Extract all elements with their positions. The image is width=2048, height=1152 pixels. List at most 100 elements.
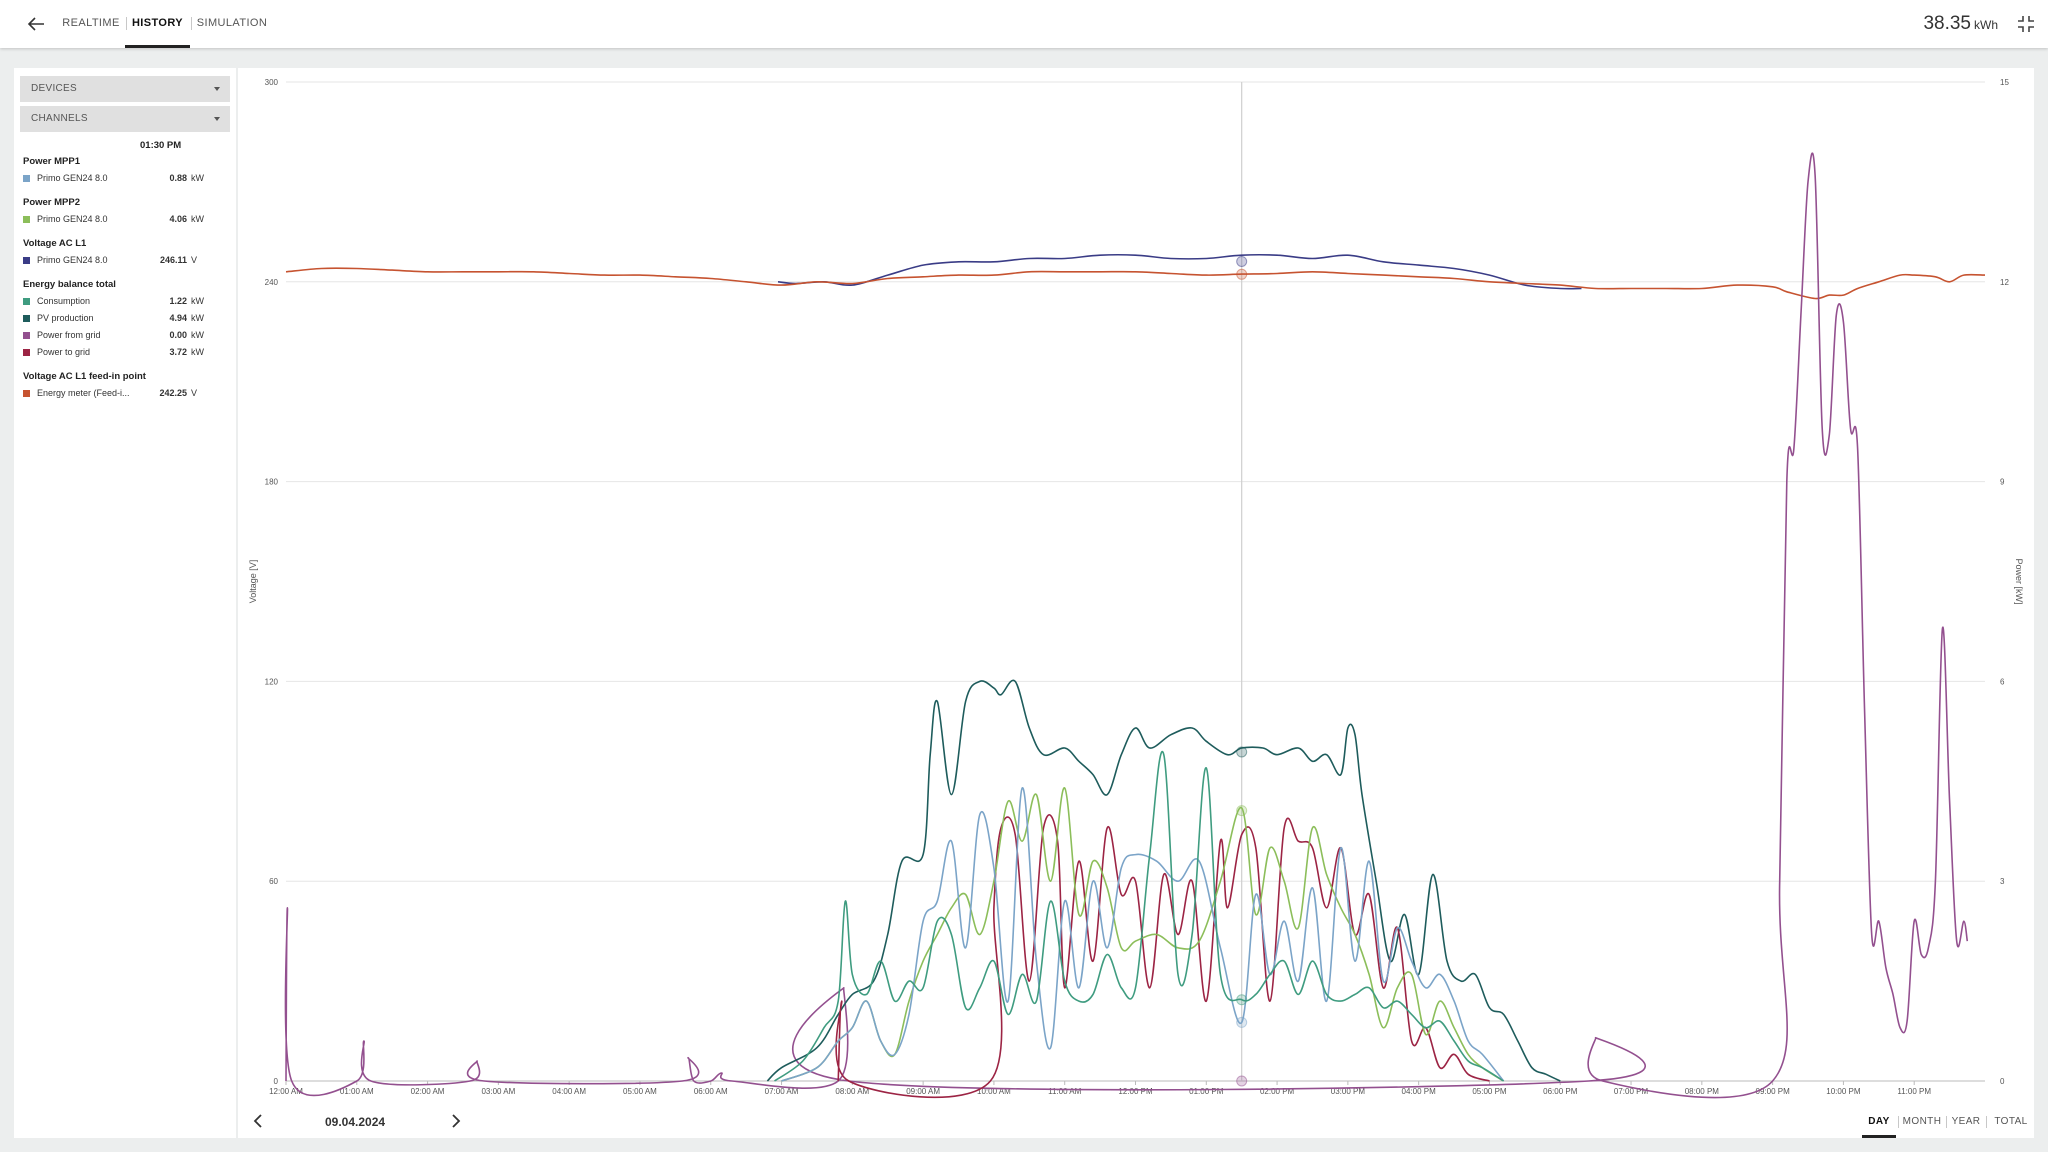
energy-total: 38.35 kWh — [1923, 13, 1998, 35]
channel-panel: DEVICES CHANNELS 01:30 PM Power MPP1 Prim… — [14, 68, 236, 1138]
next-day-icon[interactable] — [446, 1112, 464, 1130]
x-tick-label: 02:00 PM — [1260, 1087, 1295, 1096]
collapse-icon[interactable] — [2016, 14, 2036, 34]
y-right-tick-label: 0 — [2000, 1077, 2005, 1086]
x-tick-label: 06:00 PM — [1543, 1087, 1578, 1096]
legend-item-unit: kW — [191, 330, 204, 340]
legend-group-title: Energy balance total — [23, 279, 116, 290]
series-line-power-mpp1 — [781, 787, 1505, 1082]
x-tick-label: 12:00 AM — [269, 1087, 303, 1096]
period-total[interactable]: TOTAL — [1994, 1116, 2028, 1127]
y-left-tick-label: 180 — [265, 478, 279, 487]
legend-item-name: Primo GEN24 8.0 — [37, 214, 108, 224]
x-tick-label: 04:00 AM — [552, 1087, 586, 1096]
back-arrow-icon[interactable] — [24, 12, 48, 36]
series-line-consumption — [774, 750, 1505, 1082]
period-day[interactable]: DAY — [1862, 1108, 1896, 1138]
y-left-tick-label: 60 — [269, 877, 278, 886]
legend-item-name: Primo GEN24 8.0 — [37, 173, 108, 183]
tab-divider — [126, 17, 127, 30]
x-tick-label: 10:00 AM — [977, 1087, 1011, 1096]
chart-card: 0 60 120 180 240 300 0 3 6 9 12 15 Voltage [V] Power … — [238, 68, 2034, 1138]
energy-unit: kWh — [1974, 18, 1998, 32]
channels-dropdown[interactable]: CHANNELS — [20, 106, 230, 132]
legend-item-value: 4.94 — [169, 313, 187, 323]
x-tick-label: 05:00 AM — [623, 1087, 657, 1096]
series-line-power-mpp2 — [781, 787, 1505, 1082]
legend-group-title: Power MPP1 — [23, 156, 81, 167]
legend-item[interactable]: Primo GEN24 8.0 0.88 kW — [23, 173, 223, 185]
period-year[interactable]: YEAR — [1951, 1116, 1981, 1127]
period-month[interactable]: MONTH — [1902, 1116, 1942, 1127]
x-tick-label: 08:00 PM — [1685, 1087, 1720, 1096]
tab-realtime[interactable]: REALTIME — [62, 17, 120, 29]
legend-item-value: 242.25 — [159, 388, 187, 398]
x-tick-label: 07:00 PM — [1614, 1087, 1649, 1096]
energy-value: 38.35 — [1923, 13, 1971, 34]
legend-item[interactable]: PV production 4.94 kW — [23, 313, 223, 325]
previous-day-icon[interactable] — [250, 1112, 268, 1130]
x-tick-label: 12:00 PM — [1118, 1087, 1153, 1096]
legend-item-value: 0.88 — [169, 173, 187, 183]
legend-item-value: 1.22 — [169, 296, 187, 306]
legend-swatch — [23, 216, 30, 223]
chevron-down-icon — [214, 87, 220, 91]
x-tick-label: 09:00 PM — [1756, 1087, 1791, 1096]
x-tick-label: 08:00 AM — [835, 1087, 869, 1096]
legend-item-value: 246.11 — [159, 255, 187, 265]
legend-item-unit: V — [191, 388, 198, 398]
legend-item-value: 0.00 — [169, 330, 187, 340]
top-bar: REALTIME HISTORY SIMULATION 38.35 kWh — [0, 0, 2048, 48]
y-right-tick-label: 15 — [2000, 78, 2009, 87]
x-tick-label: 07:00 AM — [765, 1087, 799, 1096]
x-tick-label: 03:00 AM — [481, 1087, 515, 1096]
legend-item-value: 3.72 — [169, 347, 187, 357]
series-line-voltage-ac-l1 — [777, 253, 1582, 290]
legend-swatch — [23, 332, 30, 339]
legend-item-name: Power from grid — [37, 330, 101, 340]
y-right-tick-label: 9 — [2000, 478, 2005, 487]
history-chart[interactable]: 0 60 120 180 240 300 0 3 6 9 12 15 Voltage [V] Power … — [238, 68, 2034, 1103]
x-tick-label: 11:00 PM — [1897, 1087, 1931, 1096]
legend-item[interactable]: Power to grid 3.72 kW — [23, 347, 223, 359]
y-right-tick-label: 6 — [2000, 677, 2005, 686]
legend-item[interactable]: Primo GEN24 8.0 4.06 kW — [23, 214, 223, 226]
series-line-pv-production — [766, 679, 1561, 1082]
cursor-marker — [1236, 746, 1248, 758]
legend-item[interactable]: Energy meter (Feed-i... 242.25 V — [23, 388, 223, 400]
legend-swatch — [23, 175, 30, 182]
legend-swatch — [23, 349, 30, 356]
x-tick-label: 03:00 PM — [1331, 1087, 1366, 1096]
y-right-tick-label: 12 — [2000, 278, 2009, 287]
tab-simulation[interactable]: SIMULATION — [196, 17, 268, 29]
y-right-axis-label: Power [kW] — [2014, 558, 2024, 604]
x-tick-label: 11:00 AM — [1048, 1087, 1082, 1096]
x-tick-label: 05:00 PM — [1472, 1087, 1507, 1096]
y-left-tick-label: 240 — [265, 278, 279, 287]
legend-item[interactable]: Primo GEN24 8.0 246.11 V — [23, 255, 223, 267]
legend-item-unit: kW — [191, 347, 204, 357]
devices-dropdown[interactable]: DEVICES — [20, 76, 230, 102]
legend-group-title: Voltage AC L1 — [23, 238, 87, 249]
y-left-tick-label: 0 — [274, 1077, 279, 1086]
legend-item[interactable]: Consumption 1.22 kW — [23, 296, 223, 308]
y-left-tick-label: 120 — [265, 677, 279, 686]
devices-label: DEVICES — [31, 83, 78, 94]
legend-item-unit: V — [191, 255, 198, 265]
y-left-axis-label: Voltage [V] — [248, 560, 258, 604]
legend-item-unit: kW — [191, 173, 204, 183]
period-divider — [1946, 1116, 1947, 1128]
tab-history[interactable]: HISTORY — [125, 0, 190, 48]
legend-group-title: Voltage AC L1 feed-in point — [23, 371, 146, 382]
legend-item[interactable]: Power from grid 0.00 kW — [23, 330, 223, 342]
series-line-power-to-grid — [835, 814, 1490, 1099]
legend-swatch — [23, 315, 30, 322]
legend-item-value: 4.06 — [169, 214, 187, 224]
legend-item-name: PV production — [37, 313, 94, 323]
legend-item-unit: kW — [191, 214, 204, 224]
x-tick-label: 10:00 PM — [1826, 1087, 1861, 1096]
cursor-marker — [1236, 255, 1248, 267]
series-line-energy-meter-feed-i — [285, 267, 1986, 300]
selected-date[interactable]: 09.04.2024 — [325, 1115, 386, 1129]
x-tick-label: 02:00 AM — [411, 1087, 445, 1096]
